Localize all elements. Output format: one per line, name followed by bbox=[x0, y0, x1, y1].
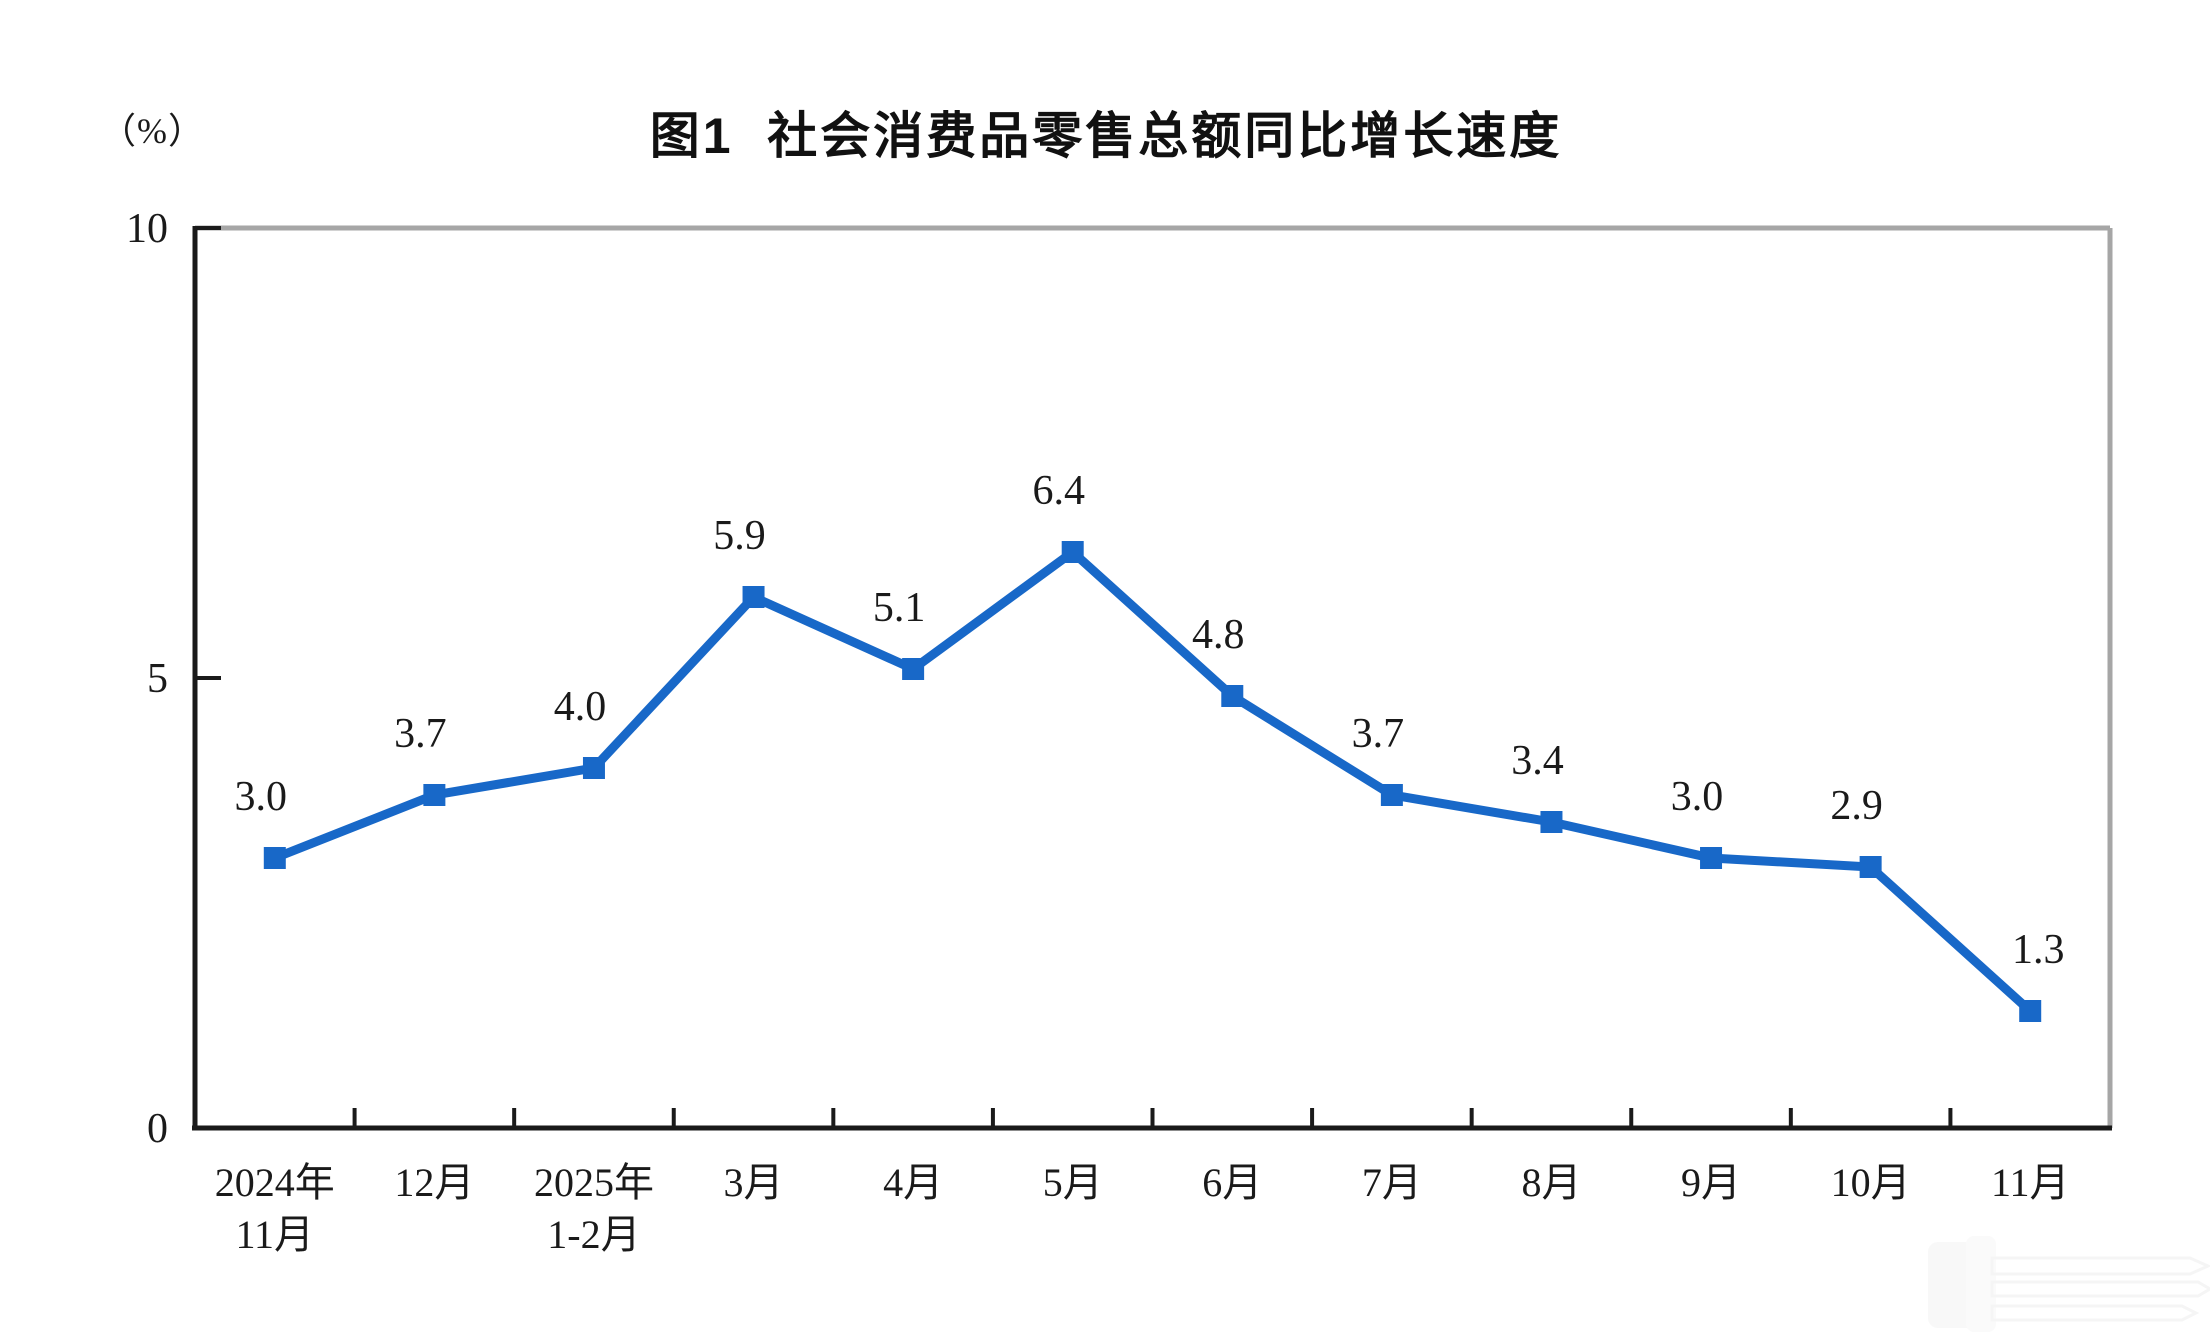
data-point-label: 4.0 bbox=[554, 684, 607, 730]
data-point-marker bbox=[1859, 856, 1882, 878]
data-point-marker bbox=[1540, 811, 1563, 833]
data-point-marker bbox=[1380, 784, 1403, 806]
data-point-label: 3.0 bbox=[235, 774, 288, 820]
data-point-label: 5.9 bbox=[713, 513, 766, 559]
data-point-marker bbox=[1221, 685, 1244, 707]
data-point-label: 3.7 bbox=[394, 711, 447, 757]
y-axis-tick-label: 5 bbox=[147, 656, 168, 702]
data-point-label: 5.1 bbox=[873, 585, 926, 631]
data-point-marker bbox=[263, 847, 286, 869]
y-axis-tick-label: 0 bbox=[147, 1106, 168, 1152]
data-point-label: 3.4 bbox=[1511, 738, 1564, 784]
data-point-label: 2.9 bbox=[1830, 783, 1883, 829]
x-axis-label: 12月 bbox=[394, 1160, 474, 1205]
data-point-label: 3.7 bbox=[1352, 711, 1405, 757]
watermark-logo bbox=[1928, 1236, 2210, 1332]
x-axis-label: 2025年 bbox=[534, 1160, 654, 1205]
data-point-marker bbox=[582, 757, 605, 779]
x-axis-label: 5月 bbox=[1043, 1160, 1103, 1205]
data-point-marker bbox=[423, 784, 446, 806]
x-axis-label: 2024年 bbox=[215, 1160, 335, 1205]
x-axis-label-line2: 1-2月 bbox=[547, 1212, 640, 1257]
data-point-marker bbox=[1700, 847, 1723, 869]
data-point-label: 6.4 bbox=[1032, 468, 1085, 514]
x-axis-label: 10月 bbox=[1831, 1160, 1911, 1205]
x-axis-label: 6月 bbox=[1202, 1160, 1262, 1205]
y-axis-unit-label: （%） bbox=[100, 111, 205, 151]
data-point-marker bbox=[742, 586, 765, 608]
x-axis-label-line2: 11月 bbox=[236, 1212, 315, 1257]
x-axis-label: 9月 bbox=[1681, 1160, 1741, 1205]
chart-title: 图1 社会消费品零售总额同比增长速度 bbox=[649, 108, 1563, 164]
data-point-label: 3.0 bbox=[1671, 774, 1724, 820]
data-point-marker bbox=[902, 658, 925, 680]
data-point-marker bbox=[1061, 541, 1084, 563]
data-point-label: 1.3 bbox=[2012, 927, 2065, 973]
x-axis-label: 4月 bbox=[883, 1160, 943, 1205]
x-axis-label: 7月 bbox=[1362, 1160, 1422, 1205]
trend-line bbox=[273, 546, 2034, 1015]
x-axis-label: 3月 bbox=[724, 1160, 784, 1205]
x-axis-label: 8月 bbox=[1521, 1160, 1581, 1205]
data-point-marker bbox=[2019, 1000, 2042, 1022]
data-point-label: 4.8 bbox=[1192, 612, 1245, 658]
y-axis-tick-label: 10 bbox=[126, 206, 168, 252]
x-axis-label: 11月 bbox=[1991, 1160, 2070, 1205]
